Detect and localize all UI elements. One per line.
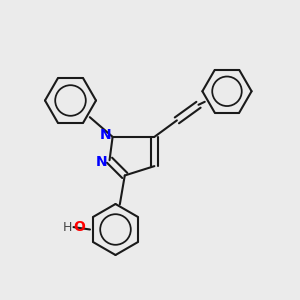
Text: H: H xyxy=(63,220,72,234)
Text: O: O xyxy=(73,220,85,234)
Text: N: N xyxy=(99,128,111,142)
Text: N: N xyxy=(96,155,108,169)
